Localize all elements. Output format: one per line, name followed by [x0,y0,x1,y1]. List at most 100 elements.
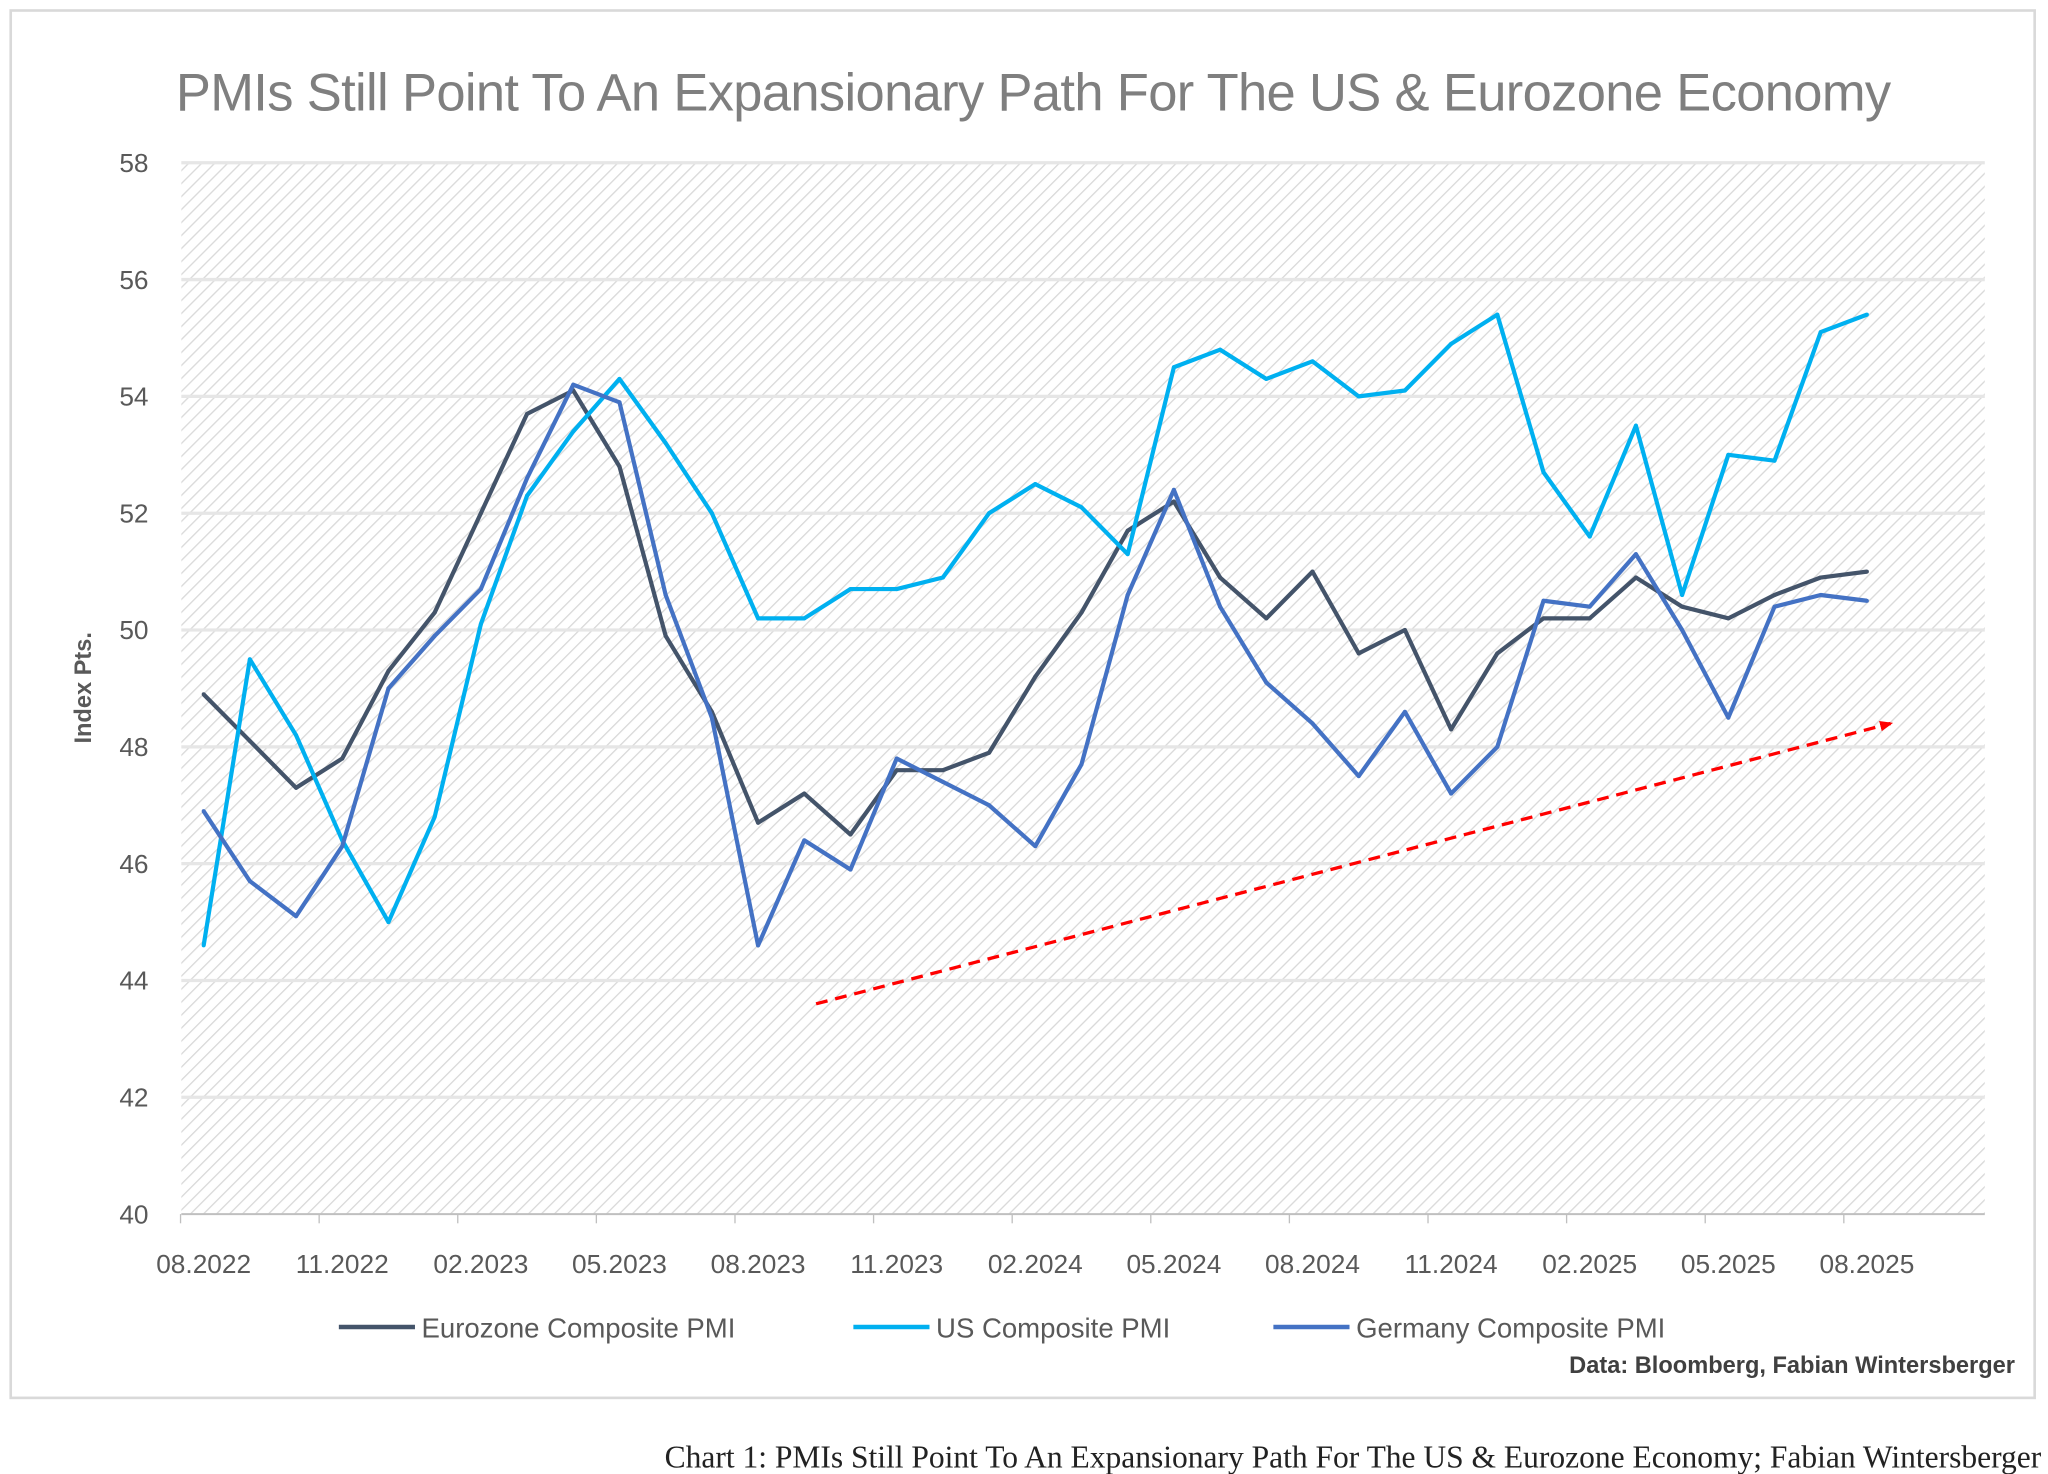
y-tick-label: 40 [119,1199,148,1229]
data-point [1449,341,1454,346]
data-point [525,493,530,498]
data-point [1171,499,1176,504]
data-point [1680,628,1685,632]
chart-title: PMIs Still Point To An Expansionary Path… [176,63,1892,122]
data-point [1449,727,1454,732]
y-tick-label: 54 [119,382,148,412]
data-point [894,768,899,773]
data-point [294,914,299,919]
data-point [1079,505,1084,510]
data-point [987,511,992,516]
data-point [1079,762,1084,767]
data-point [1264,616,1269,621]
data-point [1818,593,1823,597]
x-tick-label: 05.2023 [572,1249,667,1279]
data-point [432,814,437,819]
data-point [1310,569,1315,574]
x-tick-label: 08.2024 [1265,1249,1360,1279]
data-point [386,668,391,673]
data-point [802,791,807,796]
data-point [1218,604,1223,609]
data-point [1171,487,1176,492]
data-point [1079,610,1084,615]
data-point [1495,744,1500,749]
y-tick-label: 58 [119,148,148,178]
data-point [709,511,714,516]
data-point [478,511,483,516]
data-point [1125,552,1130,557]
data-point [340,756,345,761]
data-point [478,622,483,627]
x-tick-label: 05.2024 [1126,1249,1221,1279]
y-tick-label: 46 [119,849,148,879]
x-tick-label: 05.2025 [1681,1249,1776,1279]
data-point [987,750,992,755]
data-point [1726,452,1731,457]
data-point [1402,388,1407,393]
data-point [709,715,714,720]
x-tick-label: 11.2023 [850,1249,943,1279]
data-point [1587,534,1592,539]
legend-label: Eurozone Composite PMI [422,1312,736,1343]
data-point [756,943,761,948]
data-point [1218,575,1223,580]
x-tick-label: 11.2024 [1405,1249,1498,1279]
y-tick-label: 56 [119,265,148,295]
data-point [663,441,668,446]
data-point [571,429,576,434]
data-point [1125,593,1130,597]
data-point [1541,598,1546,603]
data-point [756,820,761,825]
data-point [432,610,437,615]
data-point [1541,616,1546,621]
data-point [1864,569,1869,574]
data-point [1033,844,1038,849]
y-tick-label: 42 [119,1082,148,1112]
data-point [663,633,668,638]
data-point [1310,359,1315,364]
data-point [1356,394,1361,399]
data-point [894,587,899,592]
data-point [1772,604,1777,609]
data-point [247,739,252,743]
x-tick-label: 08.2023 [711,1249,806,1279]
data-point [386,920,391,925]
y-axis-label: Index Pts. [71,632,97,744]
y-tick-label: 52 [119,498,148,528]
legend-label: Germany Composite PMI [1356,1312,1665,1343]
data-point [802,838,807,843]
data-point [848,832,853,837]
data-source: Data: Bloomberg, Fabian Wintersberger [1569,1353,2015,1379]
x-tick-label: 02.2023 [433,1249,528,1279]
data-point [1633,552,1638,557]
data-point [1726,715,1731,720]
data-point [1541,470,1546,475]
data-point [756,616,761,621]
data-point [1633,575,1638,580]
data-point [525,476,530,481]
data-point [1680,593,1685,597]
data-point [1680,604,1685,609]
y-tick-label: 48 [119,732,148,762]
data-point [201,943,206,948]
data-point [1033,482,1038,486]
data-point [987,803,992,808]
data-point [617,400,622,405]
data-point [340,844,345,849]
data-point [1726,616,1731,621]
data-point [1310,721,1315,726]
trend-arrow [815,721,1894,1006]
data-point [617,464,622,469]
data-point [294,733,299,738]
data-point [1264,376,1269,381]
data-point [478,587,483,592]
x-tick-label: 02.2025 [1542,1249,1637,1279]
x-tick-label: 08.2022 [156,1249,251,1279]
data-point [1402,628,1407,632]
x-tick-label: 11.2022 [296,1249,389,1279]
data-point [201,692,206,697]
data-point [1402,709,1407,714]
data-point [802,616,807,621]
data-point [1633,423,1638,428]
